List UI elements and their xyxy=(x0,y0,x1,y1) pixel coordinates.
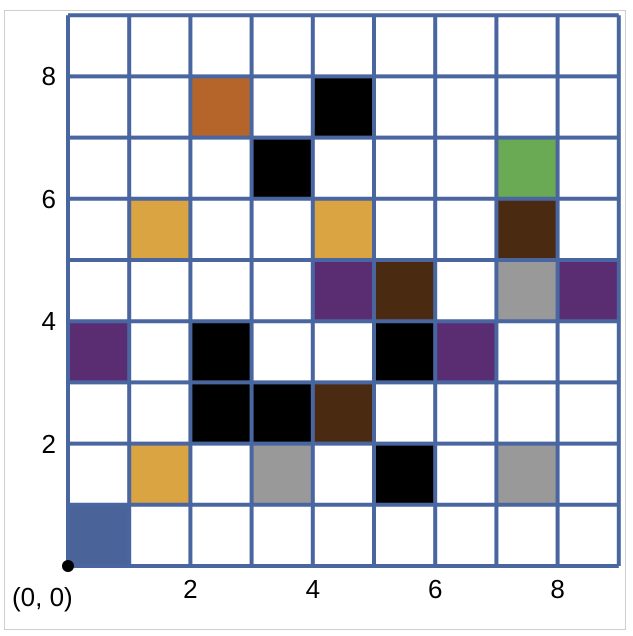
cell-enemy xyxy=(68,321,130,383)
x-tick-label: 2 xyxy=(183,574,198,604)
cell-stone xyxy=(496,260,558,322)
cell-goal xyxy=(496,137,558,199)
cell-dirt xyxy=(496,198,558,260)
cells-layer xyxy=(68,76,619,566)
cell-dirt xyxy=(312,382,374,444)
cell-wall xyxy=(190,321,252,383)
x-tick-label: 6 xyxy=(427,574,443,604)
origin-marker xyxy=(62,560,74,572)
cell-wall xyxy=(251,137,313,199)
cell-coin xyxy=(129,443,191,505)
cell-coin xyxy=(129,198,191,260)
cell-wall xyxy=(251,382,313,444)
cell-enemy xyxy=(435,321,497,383)
x-tick-label: 8 xyxy=(550,574,565,604)
cell-dirt xyxy=(374,260,436,322)
cell-wall xyxy=(312,76,374,138)
y-tick-label: 2 xyxy=(41,428,56,459)
y-tick-label: 8 xyxy=(41,61,56,92)
cell-player xyxy=(68,504,130,566)
cell-wall xyxy=(374,443,436,505)
cell-wall xyxy=(190,382,252,444)
y-tick-label: 6 xyxy=(41,183,56,214)
x-tick-label: 4 xyxy=(305,574,321,604)
cell-stone xyxy=(496,443,558,505)
cell-stone xyxy=(251,443,313,505)
cell-wall xyxy=(374,321,436,383)
cell-enemy xyxy=(557,260,619,322)
y-tick-label: 4 xyxy=(41,306,56,337)
cell-enemy xyxy=(312,260,374,322)
grid-lines xyxy=(66,13,621,568)
cell-coin xyxy=(312,198,374,260)
origin-label: (0, 0) xyxy=(12,582,73,612)
cell-copper xyxy=(190,76,252,138)
